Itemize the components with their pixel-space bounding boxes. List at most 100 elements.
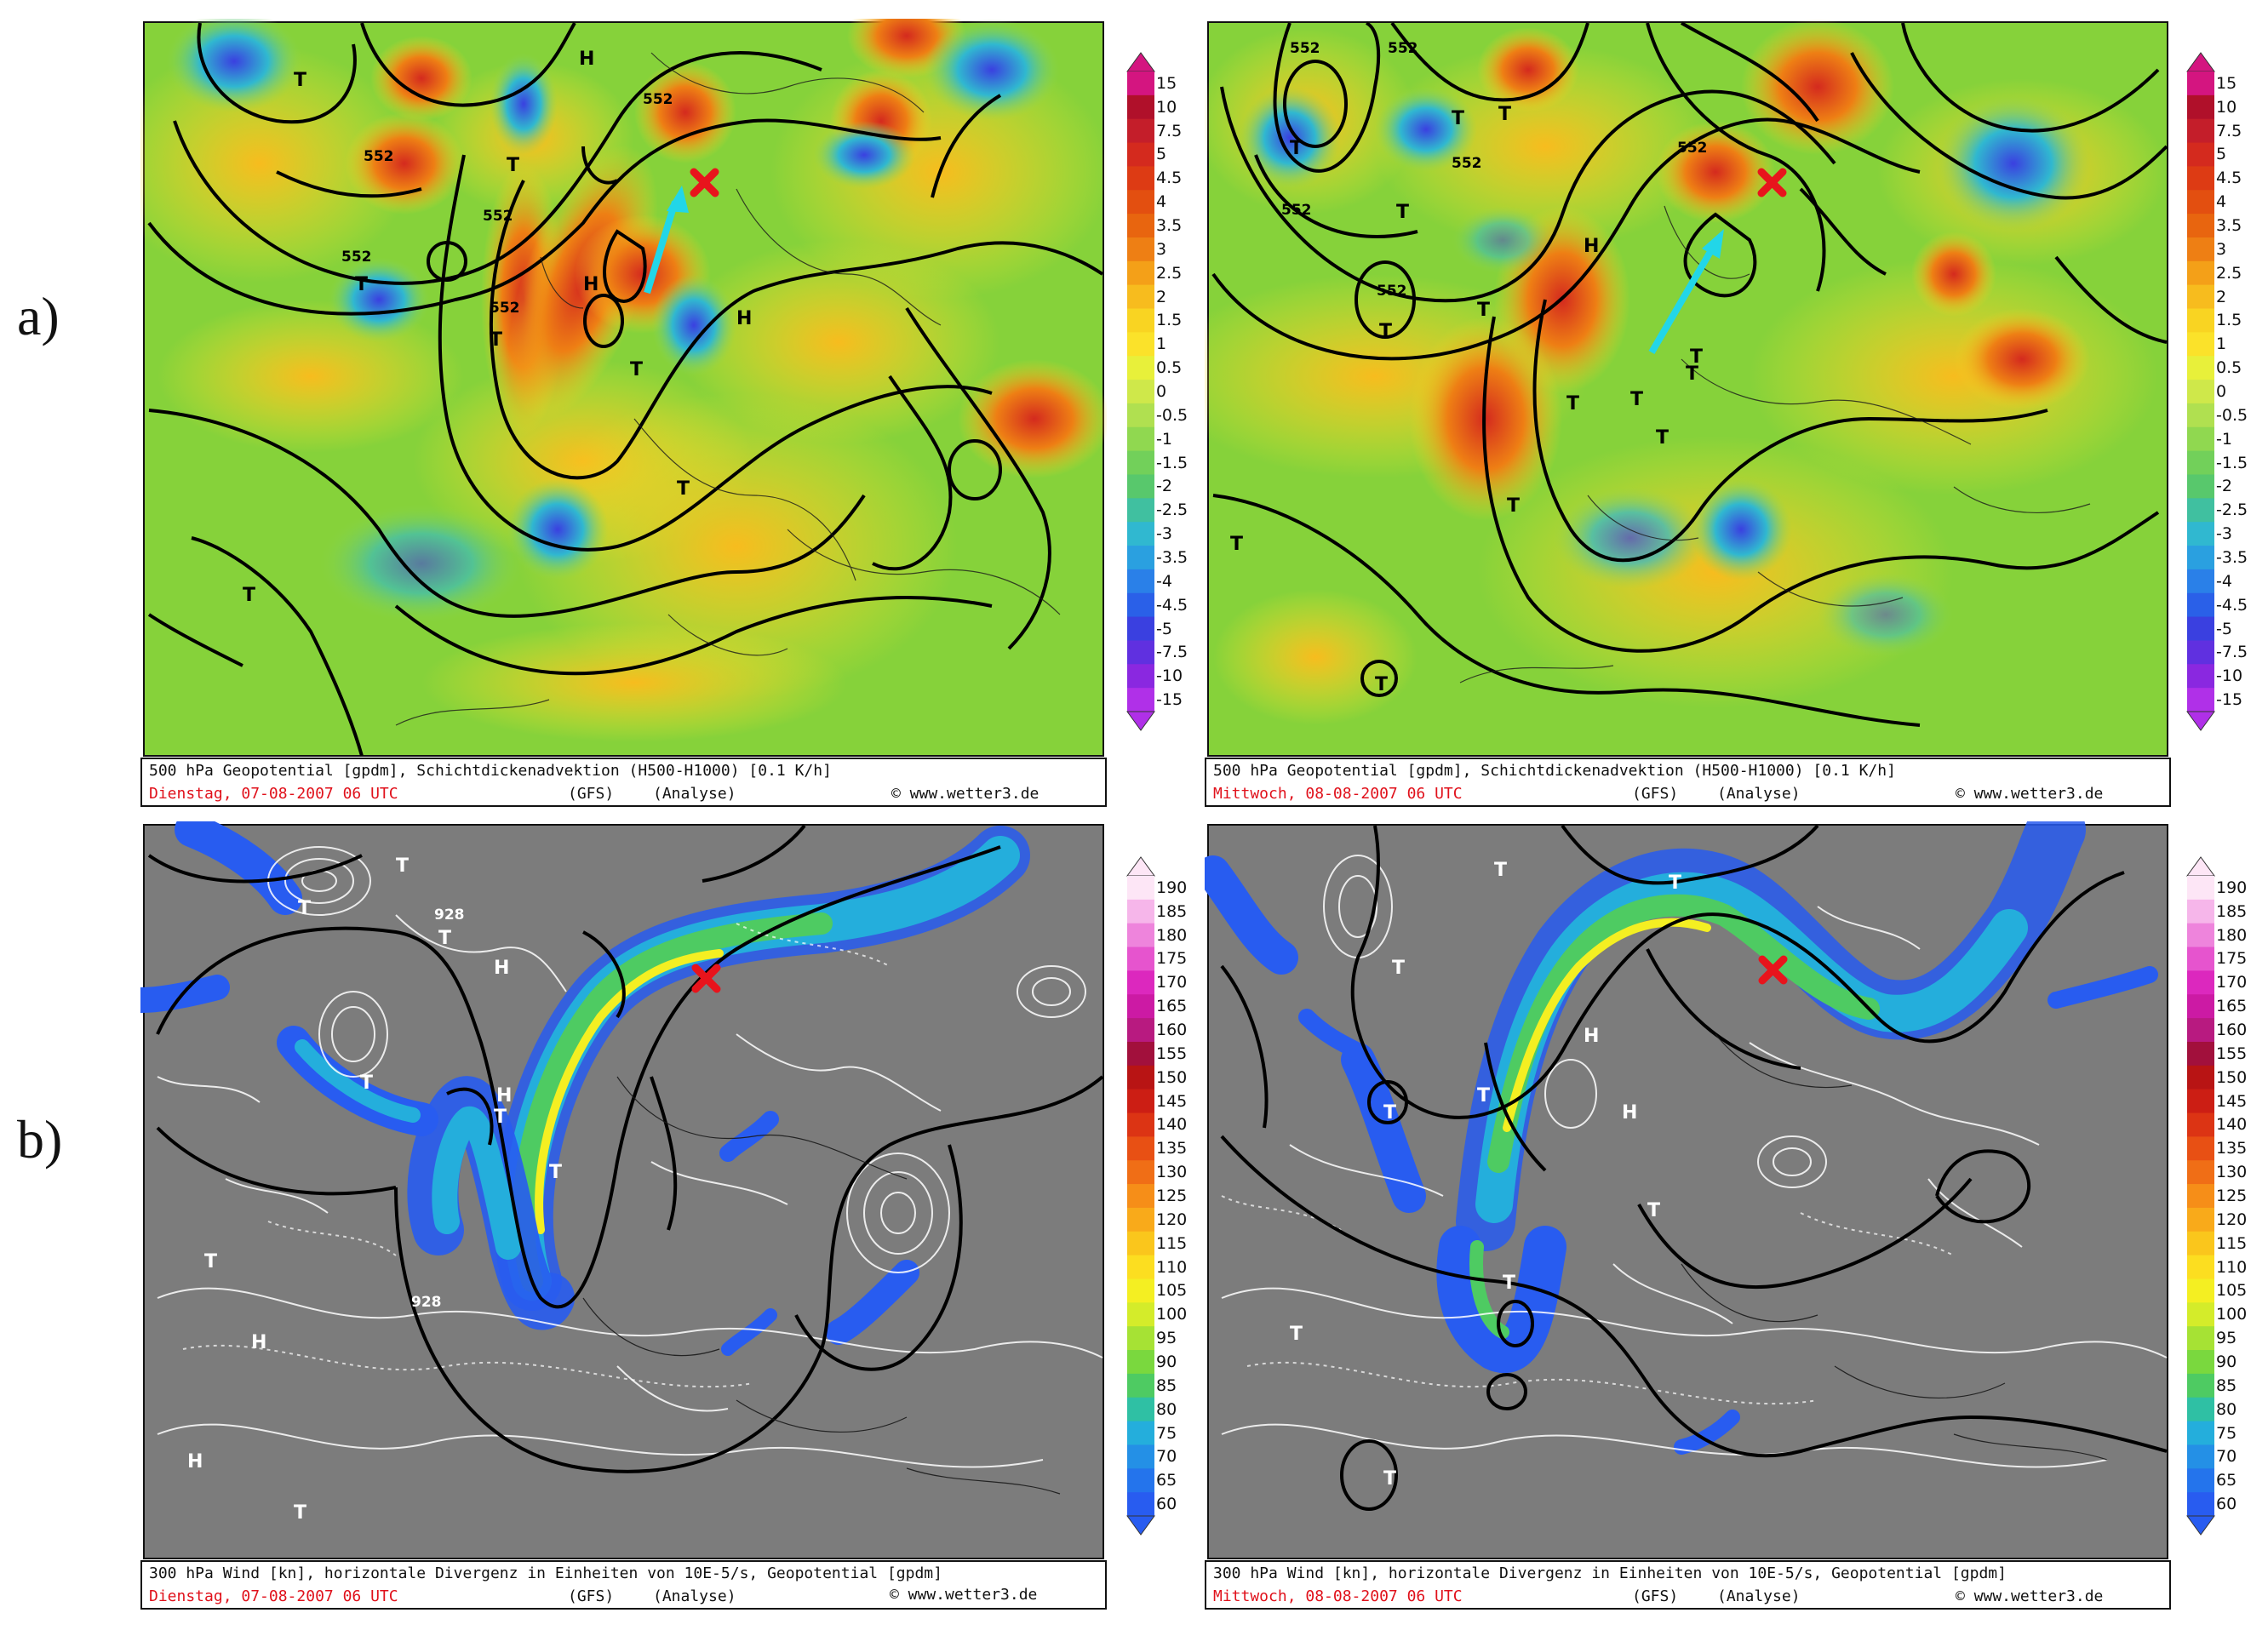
low-pressure-label: T: [355, 274, 369, 295]
caption-title: 500 hPa Geopotential [gpdm], Schichtdick…: [1213, 762, 1896, 780]
scale-label: 15: [1156, 73, 1177, 93]
scale-label: -4.5: [1156, 595, 1188, 615]
scale-label: 70: [1156, 1447, 1177, 1467]
isoline-value-label: 552: [1290, 40, 1320, 57]
caption-analysis: (Analyse): [1717, 1587, 1801, 1605]
scale-label: -3: [1156, 524, 1172, 544]
scale-swatch: [2187, 426, 2214, 452]
scale-label: 160: [2216, 1021, 2248, 1040]
scale-swatch: [1127, 569, 1154, 594]
scale-label: -3: [2216, 524, 2232, 544]
scale-swatch: [2187, 166, 2214, 191]
scale-swatch: [1127, 1350, 1154, 1375]
scale-label: 0: [1156, 382, 1167, 401]
scale-label: 190: [1156, 878, 1188, 897]
scale-label: 110: [2216, 1257, 2248, 1277]
scale-label: 2.5: [1156, 263, 1183, 283]
scale-swatch: [1127, 1421, 1154, 1445]
scale-swatch: [1127, 214, 1154, 238]
map-canvas: [1205, 821, 2168, 1559]
scale-label: 150: [2216, 1067, 2248, 1087]
scale-swatch: [2187, 616, 2214, 641]
scale-swatch: [1127, 1302, 1154, 1327]
scale-swatch: [1127, 1041, 1154, 1067]
low-pressure-label: T: [1477, 1085, 1491, 1107]
color-scale-b-right: 190 185 180 175 170 165 160 155 150 145 140 135 130 1…: [2175, 855, 2268, 1536]
scale-arrow-bottom: [2186, 1515, 2215, 1536]
low-pressure-label: T: [1477, 300, 1491, 321]
isoline-value-label: 552: [643, 91, 673, 108]
scale-label: -1: [1156, 429, 1172, 449]
scale-swatch: [2187, 994, 2214, 1019]
low-pressure-label: T: [1230, 534, 1244, 555]
caption-model: (GFS): [568, 785, 615, 803]
caption-analysis: (Analyse): [653, 1587, 736, 1605]
caption-date: Dienstag, 07-08-2007 06 UTC: [149, 785, 398, 803]
scale-swatch: [2187, 403, 2214, 428]
scale-swatch: [2187, 592, 2214, 618]
isoline-value-label: 928: [411, 1294, 442, 1311]
scale-label: 7.5: [2216, 121, 2242, 140]
caption-title: 300 hPa Wind [kn], horizontale Divergenz…: [1213, 1564, 2007, 1582]
scale-swatch: [2187, 1207, 2214, 1233]
scale-swatch: [1127, 1089, 1154, 1114]
scale-swatch: [1127, 899, 1154, 924]
scale-swatch: [1127, 923, 1154, 948]
scale-label: 10: [1156, 97, 1177, 117]
scale-swatch: [1127, 616, 1154, 641]
scale-label: -3.5: [2216, 547, 2248, 567]
caption-analysis: (Analyse): [653, 785, 736, 803]
scale-swatch: [1127, 1492, 1154, 1517]
caption-title: 500 hPa Geopotential [gpdm], Schichtdick…: [149, 762, 832, 780]
scale-swatch: [2187, 1302, 2214, 1327]
scale-label: 2.5: [2216, 263, 2242, 283]
low-pressure-label: T: [1494, 860, 1508, 881]
scale-label: 180: [2216, 925, 2248, 945]
scale-swatch: [1127, 546, 1154, 570]
scale-label: 175: [2216, 949, 2248, 969]
scale-swatch: [2187, 1397, 2214, 1422]
scale-label: 130: [1156, 1163, 1188, 1182]
scale-swatch: [2187, 923, 2214, 948]
scale-label: 3: [1156, 239, 1167, 259]
map-panel-a-left: T 552 T 552 T 552 H 552 H 552 T T H T T 500 hPa Geopot…: [140, 19, 1107, 810]
scale-swatch: [2187, 1136, 2214, 1161]
caption-analysis: (Analyse): [1717, 785, 1801, 803]
map-canvas: [140, 19, 1107, 757]
scale-label: 120: [2216, 1210, 2248, 1229]
scale-label: 10: [2216, 97, 2237, 117]
scale-swatch: [1127, 142, 1154, 167]
scale-swatch: [2187, 308, 2214, 333]
scale-swatch: [2187, 1112, 2214, 1137]
low-pressure-label: T: [677, 478, 690, 500]
scale-swatch: [2187, 876, 2214, 901]
scale-label: 100: [2216, 1305, 2248, 1324]
high-pressure-label: H: [187, 1451, 203, 1473]
scale-label: 105: [2216, 1281, 2248, 1301]
scale-label: 135: [1156, 1139, 1188, 1158]
scale-swatch: [1127, 1207, 1154, 1233]
scale-swatch: [2187, 1255, 2214, 1279]
scale-label: -4.5: [2216, 595, 2248, 615]
scale-label: 105: [1156, 1281, 1188, 1301]
scale-label: -7.5: [2216, 643, 2248, 662]
scale-label: 120: [1156, 1210, 1188, 1229]
scale-label: 95: [1156, 1329, 1177, 1348]
scale-swatch: [1127, 284, 1154, 310]
scale-swatch: [1127, 522, 1154, 546]
scale-label: 170: [1156, 973, 1188, 992]
caption-model: (GFS): [1632, 1587, 1679, 1605]
scale-arrow-top: [1126, 52, 1155, 72]
scale-label: 75: [1156, 1423, 1177, 1443]
scale-swatch: [1127, 94, 1154, 120]
scale-label: 5: [2216, 145, 2227, 164]
scale-label: 100: [1156, 1305, 1188, 1324]
scale-label: 65: [1156, 1471, 1177, 1490]
scale-label: -4: [1156, 571, 1172, 591]
scale-label: 0.5: [2216, 358, 2242, 378]
scale-swatch: [1127, 1397, 1154, 1422]
scale-label: 80: [2216, 1399, 2237, 1419]
map-caption: 300 hPa Wind [kn], horizontale Divergenz…: [140, 1560, 1107, 1610]
scale-label: -10: [1156, 666, 1183, 686]
scale-swatch: [1127, 474, 1154, 499]
